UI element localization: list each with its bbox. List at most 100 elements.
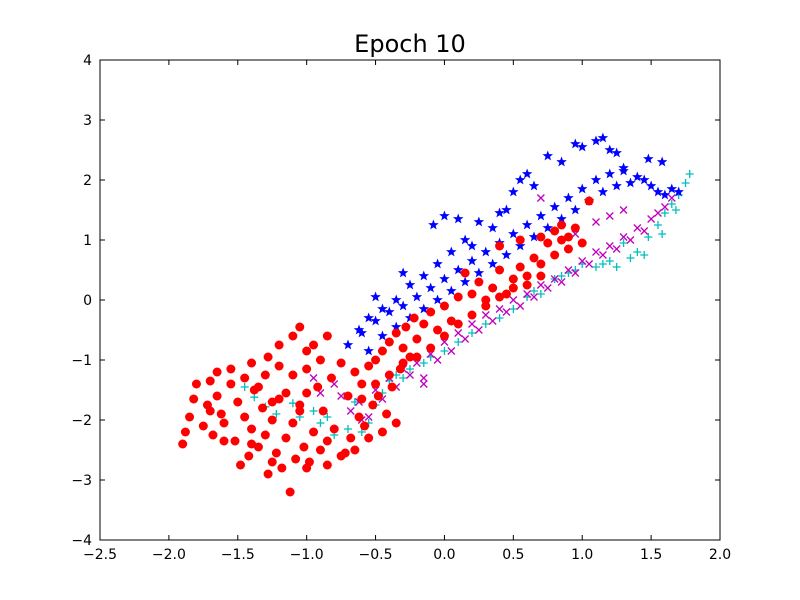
data-point <box>267 397 277 407</box>
y-tick-label: 1 <box>83 233 92 249</box>
data-point <box>530 293 538 301</box>
data-point <box>556 213 567 224</box>
data-point <box>536 271 546 281</box>
data-point <box>267 457 277 467</box>
data-point <box>473 216 485 227</box>
data-point <box>473 267 485 278</box>
data-point <box>337 392 346 400</box>
data-point <box>377 346 387 356</box>
data-point <box>350 398 359 406</box>
data-point <box>363 312 374 323</box>
data-point <box>685 170 694 178</box>
data-point <box>291 454 301 464</box>
data-point <box>619 206 628 214</box>
data-point <box>219 436 229 446</box>
data-point <box>585 260 594 268</box>
data-point <box>433 356 442 364</box>
data-point <box>267 415 277 425</box>
data-point <box>611 180 622 191</box>
data-point <box>597 132 609 143</box>
data-point <box>494 207 505 218</box>
data-point <box>536 232 546 242</box>
data-point <box>529 253 539 263</box>
data-point <box>501 289 511 299</box>
data-point <box>640 227 649 235</box>
data-point <box>309 427 319 437</box>
x-tick-label: −0.5 <box>359 547 393 563</box>
data-point <box>326 373 336 383</box>
data-point <box>313 382 323 392</box>
data-point <box>597 186 609 197</box>
data-point <box>412 334 422 344</box>
data-point <box>604 144 615 155</box>
data-point <box>515 262 525 272</box>
data-point <box>398 343 408 353</box>
data-point <box>342 339 354 350</box>
data-point <box>370 291 381 302</box>
data-point <box>598 251 607 259</box>
data-point <box>391 418 401 428</box>
data-point <box>654 221 662 229</box>
data-point <box>322 436 332 446</box>
data-point <box>439 273 450 284</box>
data-point <box>570 204 581 215</box>
data-point <box>419 319 429 329</box>
data-point <box>343 391 353 401</box>
data-point <box>377 427 387 437</box>
chart-title: Epoch 10 <box>354 30 466 58</box>
data-point <box>391 321 402 332</box>
data-point <box>302 388 312 398</box>
x-tick-label: 0.0 <box>433 547 455 563</box>
data-point <box>322 460 332 470</box>
data-point <box>236 460 246 470</box>
data-point <box>198 421 208 431</box>
data-point <box>523 290 532 298</box>
data-point <box>557 235 567 245</box>
data-point <box>426 343 436 353</box>
data-point <box>557 278 566 286</box>
data-point <box>281 388 291 398</box>
data-point <box>368 400 378 410</box>
data-point <box>405 352 415 362</box>
data-point <box>577 238 587 248</box>
data-point <box>185 412 195 422</box>
data-point <box>515 240 526 251</box>
data-point <box>563 244 573 254</box>
data-point <box>205 376 215 386</box>
data-point <box>271 448 281 458</box>
data-point <box>401 322 411 332</box>
data-point <box>592 218 600 226</box>
data-point <box>274 340 284 350</box>
data-point <box>605 212 614 220</box>
data-point <box>288 418 298 428</box>
data-point <box>189 394 199 404</box>
data-point <box>605 242 614 250</box>
data-point <box>495 292 505 302</box>
data-point <box>240 373 250 383</box>
data-point <box>556 156 567 167</box>
data-point <box>535 210 547 221</box>
data-point <box>611 147 622 158</box>
data-point <box>315 355 325 365</box>
data-point <box>598 260 607 268</box>
data-point <box>509 305 518 313</box>
y-tick-label: −2 <box>71 413 92 429</box>
data-point <box>384 306 395 317</box>
data-point <box>240 412 250 422</box>
data-point <box>439 331 449 341</box>
data-point <box>495 305 504 313</box>
data-point <box>639 174 650 185</box>
y-tick-label: 3 <box>83 113 92 129</box>
data-point <box>453 319 463 329</box>
data-point <box>346 433 356 443</box>
data-point <box>426 307 436 317</box>
data-point <box>384 337 394 347</box>
data-point <box>564 266 573 274</box>
data-point <box>354 412 364 422</box>
data-point <box>521 219 533 230</box>
data-point <box>508 186 519 197</box>
data-point <box>522 271 532 281</box>
data-point <box>563 192 574 203</box>
data-point <box>619 233 628 241</box>
